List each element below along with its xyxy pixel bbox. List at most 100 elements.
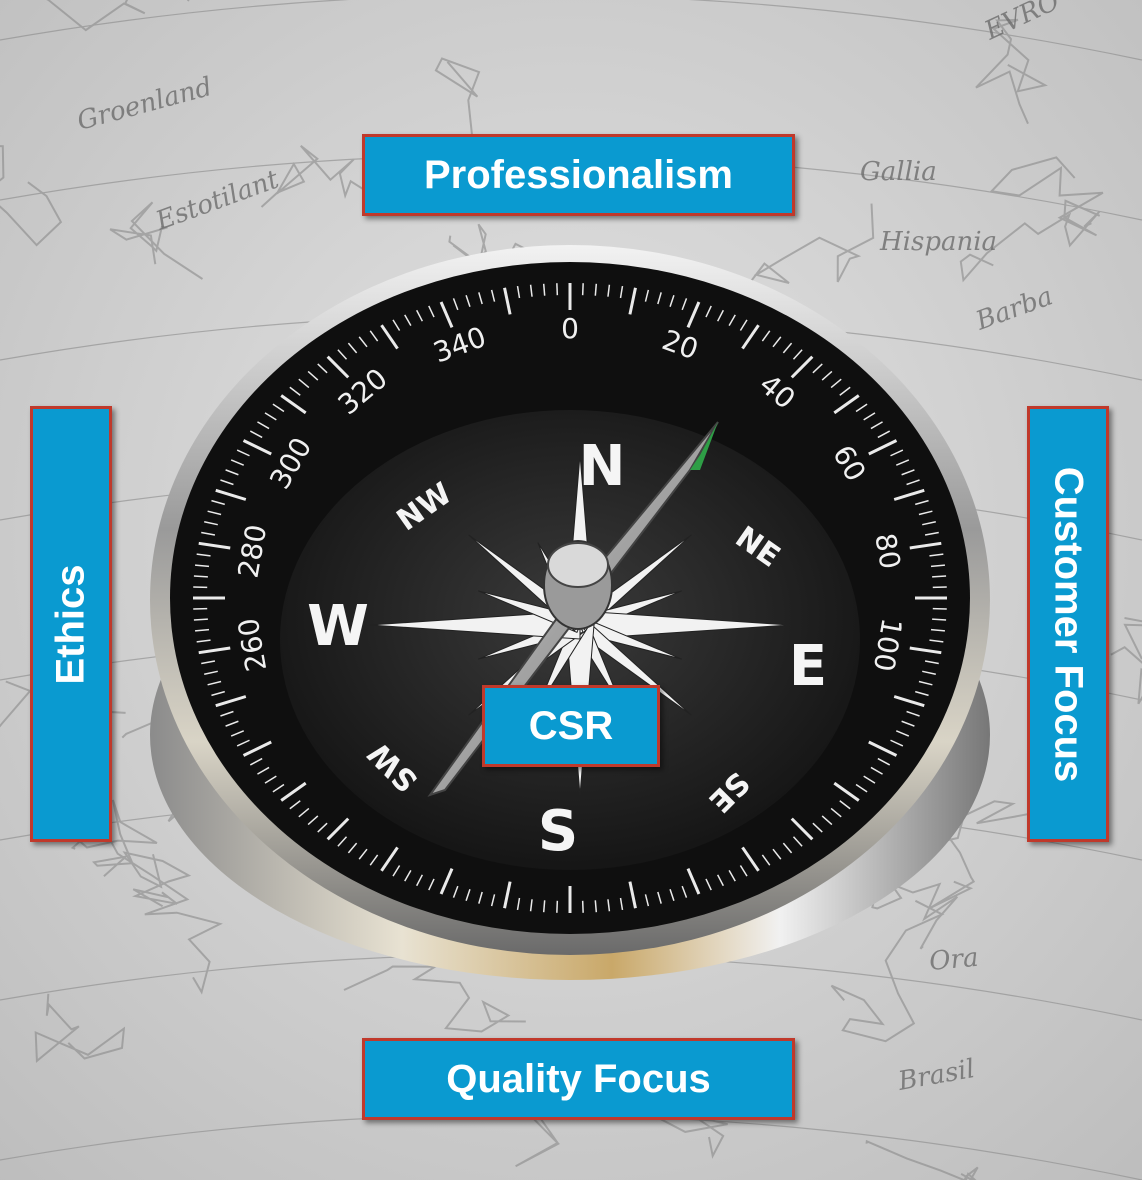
- degree-tick: [249, 757, 263, 766]
- degree-tick: [337, 349, 348, 360]
- map-coastline: [865, 1139, 979, 1180]
- degree-tick: [503, 287, 512, 315]
- degree-tick: [369, 330, 379, 342]
- degree-tick: [428, 878, 435, 891]
- map-place-label: Ora: [928, 943, 980, 977]
- degree-tick: [207, 510, 222, 516]
- degree-tick: [594, 900, 598, 913]
- degree-tick: [415, 309, 424, 322]
- degree-tick: [741, 846, 760, 872]
- degree-tick: [686, 868, 701, 895]
- map-grid-line: [0, 0, 1142, 61]
- map-coastline: [343, 965, 526, 1033]
- degree-tick: [739, 319, 748, 331]
- degree-tick: [833, 394, 860, 415]
- degree-tick: [657, 292, 662, 305]
- degree-tick: [215, 695, 247, 708]
- degree-tick: [220, 479, 234, 486]
- degree-tick: [772, 848, 782, 860]
- degree-tick: [782, 342, 793, 354]
- degree-tick: [298, 807, 310, 818]
- degree-tick: [877, 430, 891, 439]
- degree-tick: [337, 836, 348, 847]
- value-label-customer-focus: Customer Focus: [1046, 466, 1091, 782]
- degree-tick: [452, 885, 459, 898]
- degree-tick: [207, 680, 222, 686]
- degree-tick: [230, 459, 245, 466]
- degree-tick: [863, 412, 876, 421]
- degree-tick: [628, 287, 637, 315]
- degree-tick: [236, 739, 250, 747]
- degree-tick: [211, 499, 225, 506]
- degree-tick: [761, 330, 771, 342]
- degree-tick: [868, 439, 898, 456]
- degree-tick: [863, 775, 876, 784]
- degree-tick: [542, 283, 546, 296]
- degree-tick: [272, 403, 285, 413]
- degree-tick: [529, 284, 533, 297]
- degree-tick: [922, 521, 936, 526]
- degree-tick: [895, 459, 910, 466]
- map-coastline: [830, 899, 945, 1043]
- degree-tick: [901, 720, 915, 727]
- degree-tick: [392, 865, 401, 877]
- degree-tick: [686, 301, 701, 328]
- degree-tick: [790, 355, 814, 379]
- degree-tick: [369, 854, 379, 866]
- map-coastline: [260, 145, 380, 208]
- degree-tick: [918, 510, 933, 516]
- degree-tick: [404, 314, 412, 327]
- degree-tick: [628, 881, 637, 909]
- degree-tick: [929, 639, 944, 643]
- degree-tick: [741, 324, 760, 350]
- map-coastline: [34, 993, 126, 1063]
- degree-tick: [893, 695, 925, 708]
- degree-tick: [895, 730, 910, 737]
- degree-tick: [358, 848, 368, 860]
- degree-tick: [516, 285, 521, 299]
- degree-tick: [932, 618, 947, 621]
- degree-tick: [439, 301, 454, 328]
- value-box-professionalism: Professionalism: [362, 134, 795, 216]
- degree-tick: [264, 412, 277, 421]
- degree-tick: [821, 370, 833, 381]
- degree-tick: [839, 800, 851, 810]
- value-label-csr: CSR: [528, 703, 614, 748]
- map-coastline: [989, 156, 1104, 237]
- degree-tick: [257, 766, 270, 775]
- map-coastline: [718, 203, 875, 293]
- degree-tick: [280, 394, 307, 415]
- degree-tick: [465, 294, 471, 307]
- degree-tick: [681, 298, 688, 311]
- degree-tick: [901, 469, 915, 476]
- compass-letter-n: N: [579, 434, 626, 499]
- degree-tick: [812, 822, 823, 833]
- degree-tick: [644, 289, 650, 302]
- degree-tick: [201, 660, 216, 665]
- degree-tick: [918, 680, 933, 686]
- degree-tick: [196, 639, 211, 643]
- degree-tick: [739, 865, 748, 877]
- degree-tick: [924, 531, 939, 536]
- value-box-ethics: Ethics: [30, 406, 112, 842]
- map-coastline: [49, 798, 158, 878]
- value-box-csr: CSR: [482, 685, 660, 767]
- degree-tick: [392, 319, 401, 331]
- degree-tick: [307, 370, 319, 381]
- degree-tick: [790, 817, 814, 841]
- degree-tick: [439, 868, 454, 895]
- degree-tick: [317, 363, 328, 374]
- map-place-label: Gallia: [860, 157, 937, 187]
- degree-tick: [198, 646, 231, 655]
- degree-tick: [317, 822, 328, 833]
- degree-tick: [716, 309, 725, 322]
- degree-tick: [792, 836, 803, 847]
- degree-tick: [289, 386, 301, 396]
- degree-tick: [264, 775, 277, 784]
- degree-tick: [877, 757, 891, 766]
- degree-tick: [868, 740, 898, 757]
- degree-tick: [452, 298, 459, 311]
- degree-tick: [289, 800, 301, 810]
- degree-tick: [478, 891, 483, 904]
